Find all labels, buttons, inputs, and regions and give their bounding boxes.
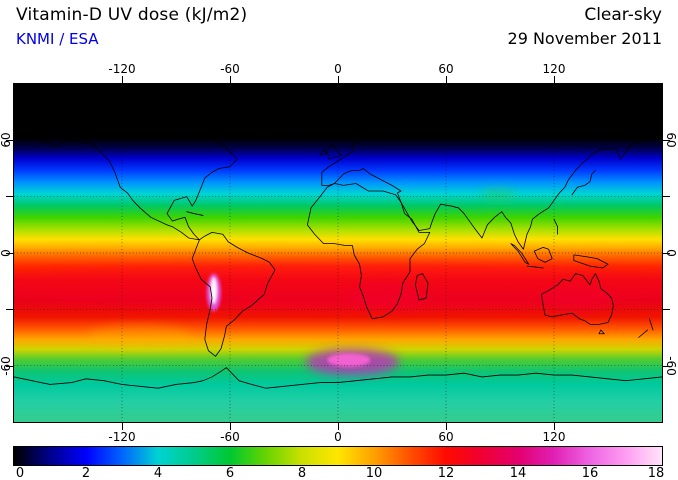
coastline-australia bbox=[541, 274, 613, 325]
latitude-tick bbox=[6, 196, 13, 197]
coastline-cuba bbox=[187, 212, 203, 216]
coastlines bbox=[14, 97, 662, 388]
colorbar-tick-label: 10 bbox=[365, 466, 383, 480]
coastline-greenland bbox=[234, 97, 306, 140]
colorbar-tick-label: 8 bbox=[297, 466, 307, 480]
page-title: Vitamin-D UV dose (kJ/m2) bbox=[16, 5, 248, 25]
coastline-philippines bbox=[554, 219, 558, 234]
lon-tick-label-bottom: -60 bbox=[220, 430, 240, 444]
coastline-antarctica bbox=[14, 368, 662, 389]
colorbar-scale bbox=[14, 447, 662, 465]
coastline-borneo bbox=[534, 247, 552, 262]
lon-tick-label-top: 120 bbox=[542, 62, 566, 76]
world-uv-map bbox=[14, 84, 662, 422]
latitude-tick bbox=[663, 365, 670, 367]
coastline-sumatra bbox=[511, 244, 529, 265]
latitude-tick bbox=[6, 365, 13, 367]
lon-tick-label-bottom: 120 bbox=[542, 430, 566, 444]
longitude-tick bbox=[445, 76, 447, 83]
tibet-plateau-enhancement bbox=[480, 189, 517, 201]
colorbar bbox=[13, 446, 663, 466]
coastline-britain bbox=[327, 144, 341, 159]
colorbar-tick-label: 4 bbox=[153, 466, 163, 480]
coastline-south-america bbox=[192, 232, 275, 356]
colorbar-tick-label: 16 bbox=[581, 466, 599, 480]
coastline-new-guinea bbox=[574, 255, 608, 268]
longitude-tick bbox=[229, 76, 231, 83]
colorbar-tick-label: 12 bbox=[437, 466, 455, 480]
coastline-ireland bbox=[320, 150, 327, 156]
coastline-japan bbox=[572, 170, 595, 194]
latitude-tick bbox=[663, 139, 670, 141]
coastline-madagascar bbox=[415, 274, 428, 300]
coastline-java bbox=[527, 266, 543, 268]
uv-anomaly-soft-layer bbox=[14, 189, 662, 376]
date-label: 29 November 2011 bbox=[507, 29, 662, 48]
coastline-north-america bbox=[36, 120, 238, 240]
graticule bbox=[14, 84, 662, 422]
map-frame bbox=[13, 83, 663, 423]
latitude-tick bbox=[663, 196, 670, 197]
latitude-tick bbox=[663, 309, 670, 310]
south-pacific-orange-patch bbox=[89, 324, 191, 347]
latitude-tick bbox=[6, 309, 13, 310]
longitude-tick bbox=[337, 423, 339, 430]
australia-enhancement bbox=[541, 283, 614, 314]
sky-condition-label: Clear-sky bbox=[584, 5, 662, 25]
longitude-tick bbox=[121, 423, 123, 430]
coastline-africa bbox=[307, 184, 429, 319]
colorbar-gradient bbox=[14, 447, 662, 465]
lon-tick-label-top: 0 bbox=[334, 62, 342, 76]
colorbar-tick-label: 6 bbox=[225, 466, 235, 480]
coastline-iceland bbox=[288, 125, 301, 131]
lon-tick-label-top: 60 bbox=[438, 62, 454, 76]
lon-tick-label-top: -120 bbox=[108, 62, 136, 76]
coastline-new-zealand bbox=[639, 319, 653, 338]
lon-tick-label-top: -60 bbox=[220, 62, 240, 76]
longitude-tick bbox=[553, 76, 555, 83]
coastline-tasmania bbox=[599, 330, 604, 334]
colorbar-tick-label: 18 bbox=[647, 466, 665, 480]
coastline-eurasia bbox=[322, 112, 660, 249]
colorbar-tick-label: 2 bbox=[81, 466, 91, 480]
colorbar-tick-label: 14 bbox=[509, 466, 527, 480]
longitude-tick bbox=[121, 76, 123, 83]
longitude-tick bbox=[553, 423, 555, 430]
tropical-maximum-band bbox=[14, 262, 662, 312]
lon-tick-label-bottom: 0 bbox=[334, 430, 342, 444]
longitude-tick bbox=[445, 423, 447, 430]
latitude-tick bbox=[6, 139, 13, 141]
antarctic-anomaly-core bbox=[327, 353, 371, 367]
latitude-tick bbox=[663, 252, 670, 254]
credit-label: KNMI / ESA bbox=[16, 30, 99, 48]
lon-tick-label-bottom: 60 bbox=[438, 430, 454, 444]
longitude-tick bbox=[337, 76, 339, 83]
colorbar-tick-label: 0 bbox=[15, 466, 25, 480]
southern-africa-enhancement bbox=[347, 281, 427, 312]
lon-tick-label-bottom: -120 bbox=[108, 430, 136, 444]
latitude-tick bbox=[6, 252, 13, 254]
longitude-tick bbox=[229, 423, 231, 430]
